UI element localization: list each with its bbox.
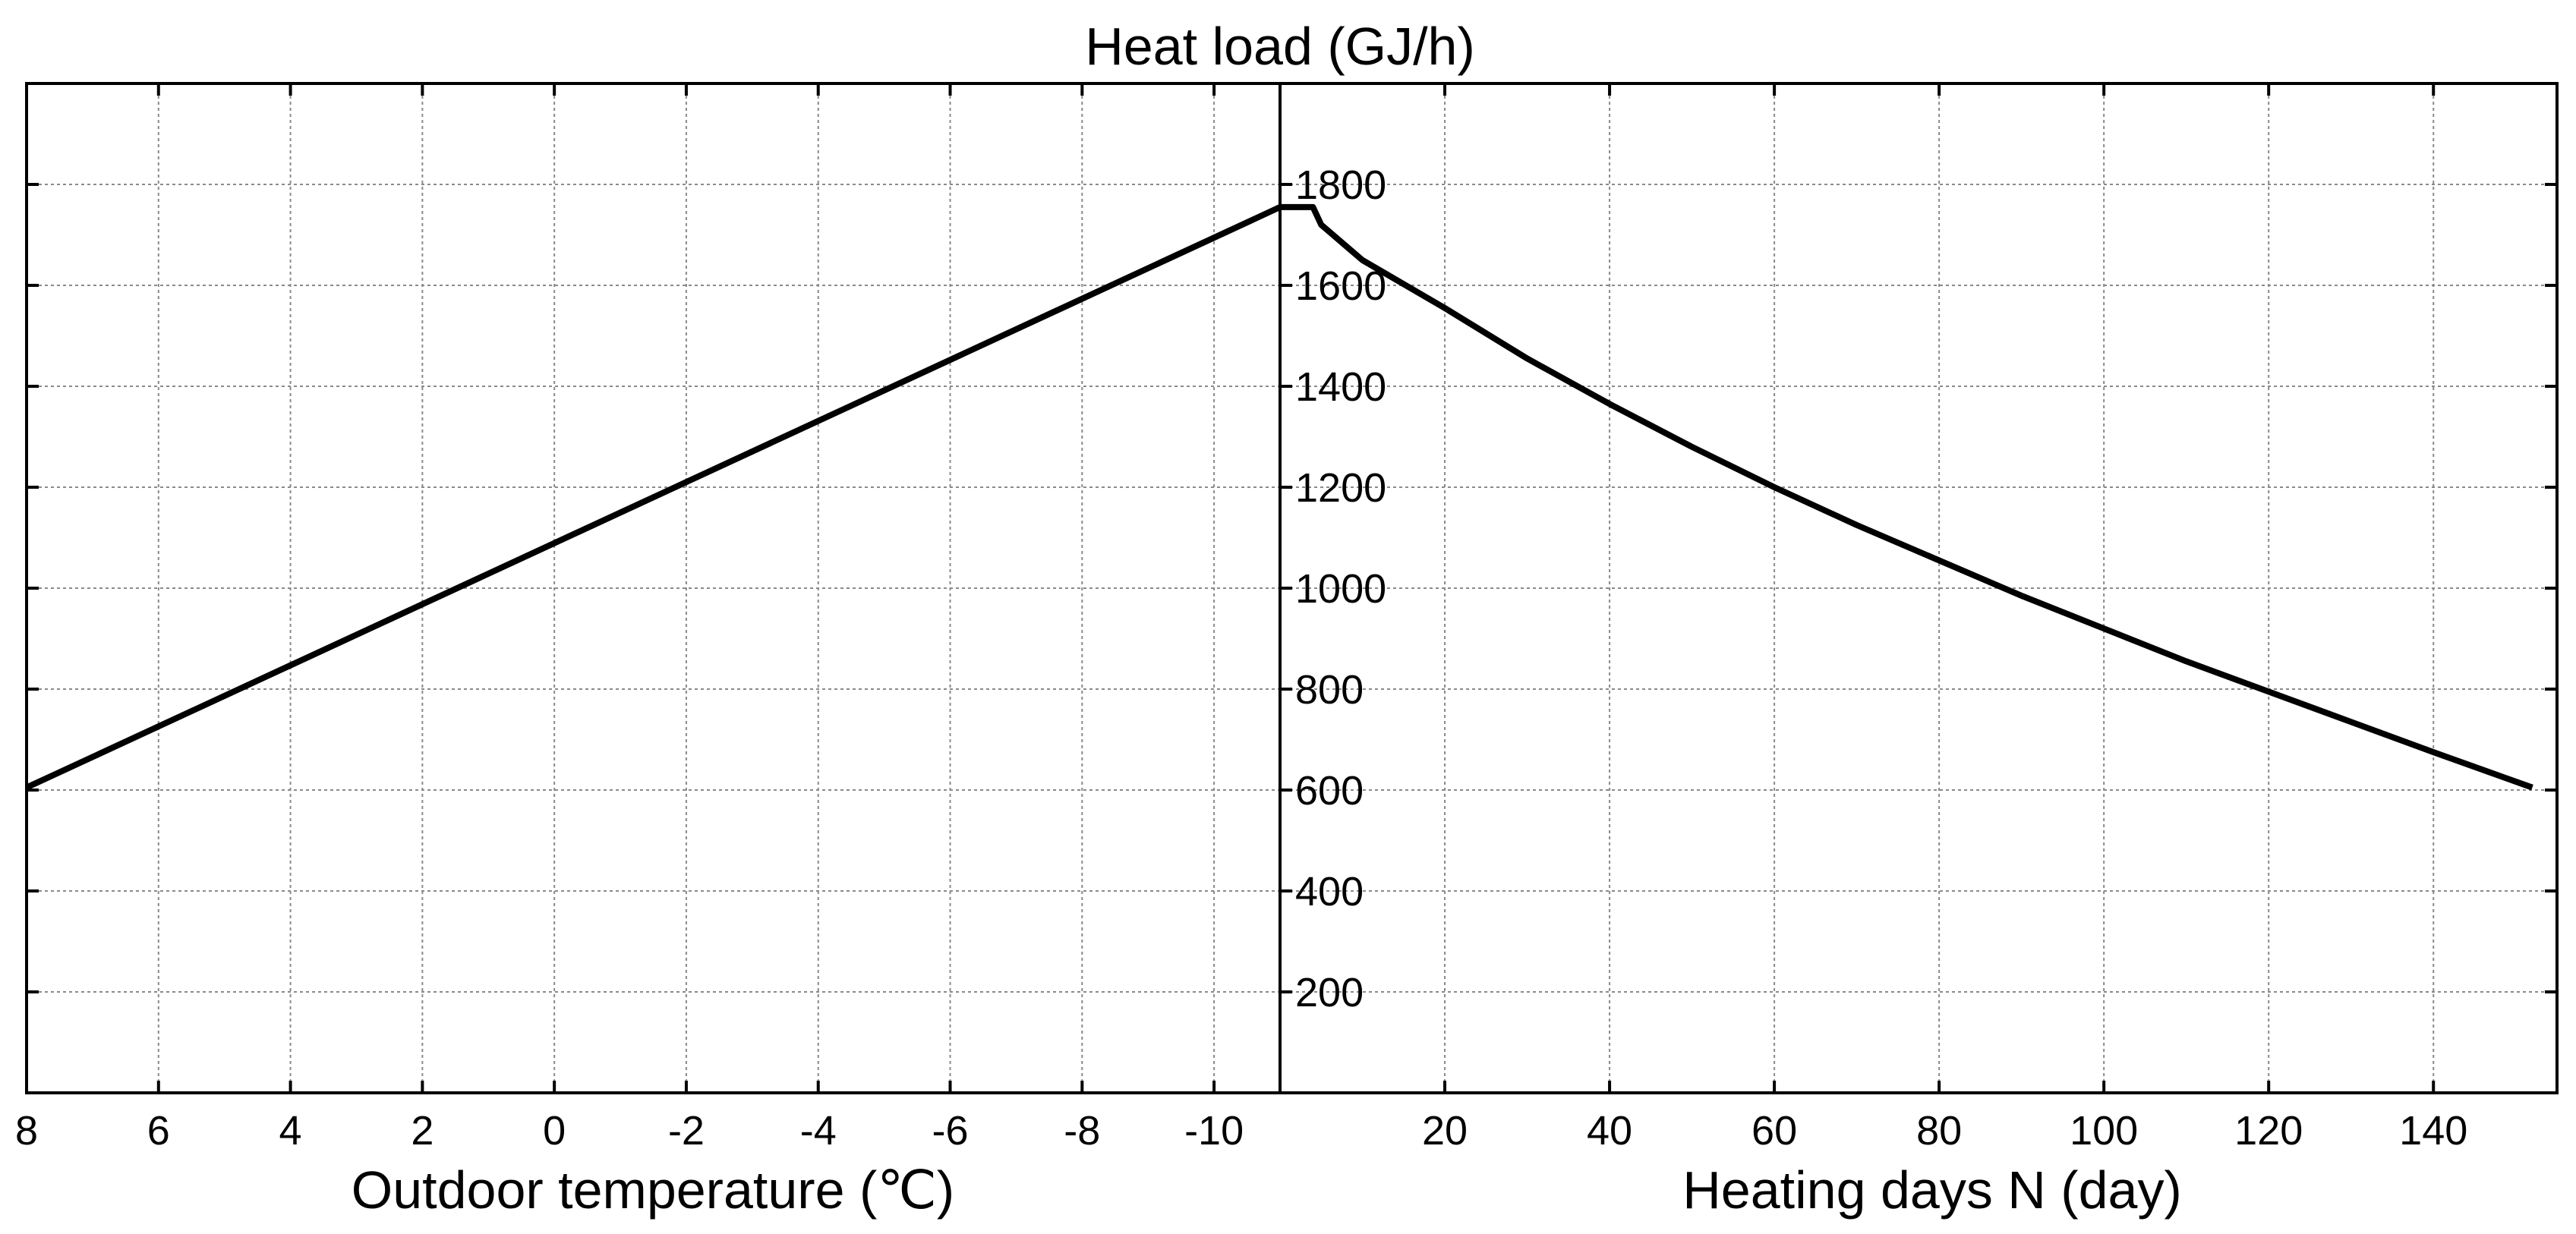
x-tick-label-left: 0 bbox=[543, 1108, 566, 1154]
x-tick-label-left: 6 bbox=[147, 1108, 170, 1154]
x-tick-label-right: 20 bbox=[1422, 1108, 1468, 1154]
x-tick-label-right: 40 bbox=[1587, 1108, 1632, 1154]
y-tick-label: 1400 bbox=[1295, 364, 1386, 410]
left-x-axis-label: Outdoor temperature (℃) bbox=[352, 1160, 954, 1220]
y-tick-label: 1200 bbox=[1295, 465, 1386, 511]
x-tick-label-left: 4 bbox=[279, 1108, 302, 1154]
y-tick-label: 200 bbox=[1295, 970, 1364, 1015]
right-x-axis-label: Heating days N (day) bbox=[1682, 1160, 2182, 1220]
plot-frame bbox=[25, 82, 2559, 1094]
y-tick-label: 400 bbox=[1295, 869, 1364, 914]
y-tick-label: 800 bbox=[1295, 667, 1364, 713]
x-tick-label-left: -2 bbox=[668, 1108, 705, 1154]
x-tick-label-right: 140 bbox=[2399, 1108, 2467, 1154]
x-tick-label-left: -10 bbox=[1184, 1108, 1244, 1154]
y-tick-label: 1600 bbox=[1295, 263, 1386, 309]
x-tick-label-left: 2 bbox=[411, 1108, 434, 1154]
plot-border bbox=[25, 82, 2559, 1094]
x-tick-label-left: -8 bbox=[1064, 1108, 1100, 1154]
x-tick-label-right: 120 bbox=[2234, 1108, 2303, 1154]
chart-title: Heat load (GJ/h) bbox=[1085, 17, 1475, 76]
x-tick-label-left: -6 bbox=[932, 1108, 969, 1154]
x-tick-label-right: 80 bbox=[1916, 1108, 1962, 1154]
tick-labels: 8 6 4 2 0 -2 -4 -6 -8 -10 20 40 60 80 100 120 1402004006… bbox=[15, 162, 2467, 1154]
y-tick-label: 1800 bbox=[1295, 162, 1386, 208]
load-vs-temperature-line bbox=[25, 204, 1282, 791]
series-lines bbox=[25, 203, 2533, 791]
x-tick-label-right: 100 bbox=[2070, 1108, 2138, 1154]
x-tick-label-left: 8 bbox=[15, 1108, 38, 1154]
load-duration-curve bbox=[1280, 203, 2533, 791]
y-tick-label: 600 bbox=[1295, 768, 1364, 814]
x-tick-label-right: 60 bbox=[1751, 1108, 1797, 1154]
x-tick-label-left: -4 bbox=[800, 1108, 837, 1154]
y-tick-label: 1000 bbox=[1295, 566, 1386, 612]
